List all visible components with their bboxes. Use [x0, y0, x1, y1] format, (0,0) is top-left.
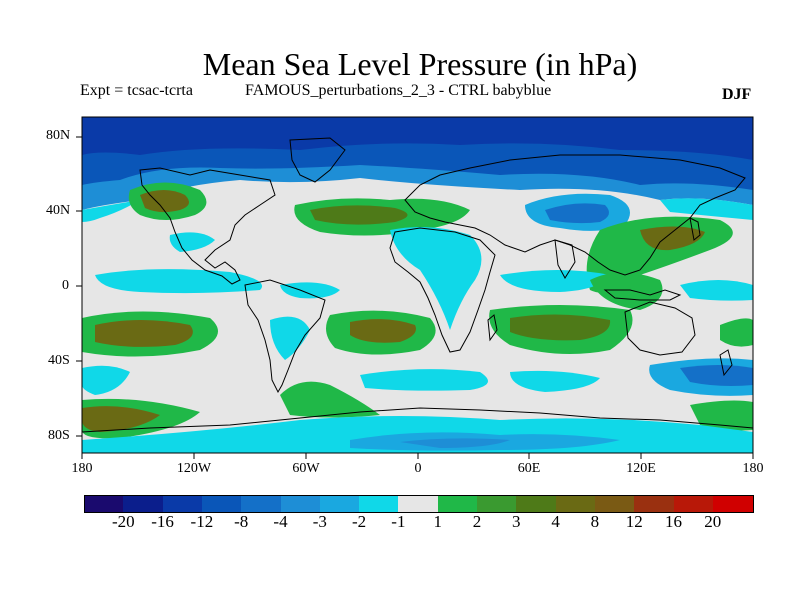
north-america-high-core: [140, 190, 189, 213]
south-pacific-green-core: [82, 406, 160, 432]
colorbar-label: -16: [151, 512, 174, 531]
colorbar-label: -1: [391, 512, 406, 531]
colorbar-label: 16: [665, 512, 682, 531]
lon-label-0: 0: [414, 461, 422, 476]
atlantic-cyan: [280, 282, 340, 299]
indian-ocean-high-core: [510, 314, 611, 341]
lon-label-180w: 180: [71, 461, 93, 476]
indonesia-outline: [603, 289, 682, 301]
colorbar-label: 2: [472, 512, 482, 531]
lat-label-80n: 80N: [46, 128, 71, 143]
south-america-outline: [244, 279, 326, 394]
lat-label-0: 0: [62, 278, 69, 293]
map-title: Mean Sea Level Pressure (in hPa): [202, 46, 638, 82]
colorbar-label: 4: [551, 512, 560, 531]
colorbar-label: -4: [273, 512, 288, 531]
north-pacific-cyan: [660, 198, 753, 220]
colorbar-swatch: [398, 495, 439, 513]
lon-label-60w: 60W: [292, 461, 320, 476]
colorbar-swatch: [555, 495, 596, 513]
lat-label-80s: 80S: [48, 428, 70, 443]
season-label: DJF: [722, 86, 752, 103]
east-pacific-cyan: [169, 232, 215, 252]
south-east-green-band: [690, 400, 753, 431]
colorbar-swatch: [241, 495, 281, 513]
antarctica-outline: [82, 407, 753, 433]
colorbar-swatch: [516, 495, 557, 513]
africa-outline: [389, 227, 496, 353]
south-pacific-blue-core: [680, 365, 753, 386]
colorbar-swatch: [634, 495, 674, 513]
colorbar-swatch: [201, 495, 242, 513]
colorbar-label: -20: [111, 512, 135, 531]
pacific-east-cyan: [680, 280, 753, 301]
colorbar-label: -8: [234, 512, 249, 531]
new-zealand-outline: [719, 349, 733, 377]
colorbar-swatch: [594, 495, 635, 513]
colorbar-swatch: [477, 495, 517, 513]
north-america-outline: [139, 167, 276, 285]
indian-green: [590, 272, 663, 310]
lon-label-120w: 120W: [176, 461, 212, 476]
colorbar-swatch: [319, 495, 360, 513]
coastlines: [82, 137, 753, 433]
colorbar-swatch: [84, 495, 125, 513]
north-atlantic-high-core: [310, 205, 408, 225]
greenland-outline: [289, 137, 346, 183]
south-east-pacific-green: [720, 318, 753, 347]
lat-label-40n: 40N: [46, 203, 71, 218]
arctic-blue-core: [82, 117, 753, 160]
lon-label-60e: 60E: [517, 461, 541, 476]
south-ocean-green: [280, 381, 380, 418]
colorbar-label: 1: [433, 512, 442, 531]
colorbar-swatch: [123, 495, 164, 513]
lon-label-180e: 180: [742, 461, 764, 476]
madagascar-outline: [487, 314, 498, 342]
arctic-light-fringe: [82, 200, 140, 222]
europe-asia-outline: [404, 154, 746, 276]
colorbar-label: 8: [590, 512, 600, 531]
south-ocean-cyan-3: [510, 370, 600, 392]
india-outline: [554, 239, 576, 279]
japan-outline: [689, 217, 701, 241]
south-ocean-cyan-2: [360, 369, 488, 391]
australia-outline: [624, 301, 696, 356]
lat-label-40s: 40S: [48, 353, 70, 368]
tropical-east-cyan-1: [390, 226, 482, 330]
south-ocean-cyan-1: [82, 365, 130, 395]
colorbar-swatch: [162, 495, 203, 513]
colorbar-swatch: [712, 495, 754, 513]
colorbar-label: 12: [625, 512, 643, 531]
colorbar-label: -12: [190, 512, 214, 531]
antarctic-blue-core: [400, 438, 510, 448]
lon-label-120e: 120E: [626, 461, 656, 476]
colorbar-swatch: [359, 495, 399, 513]
colorbar-label: 20: [704, 512, 722, 531]
colorbar-swatch: [437, 495, 478, 513]
axis-ticks: [76, 136, 754, 459]
indian-cyan: [500, 270, 610, 292]
west-pacific-high-core: [640, 226, 705, 251]
colorbar-label: -3: [312, 512, 327, 531]
experiment-label: Expt = tcsac-tcrta: [80, 82, 193, 99]
colorbar-swatch: [280, 495, 321, 513]
description-label: FAMOUS_perturbations_2_3 - CTRL babyblue: [245, 82, 552, 99]
south-atlantic-high-core: [350, 319, 416, 343]
south-america-cyan: [270, 316, 310, 360]
south-pacific-high-core: [95, 320, 193, 347]
colorbar-label: -2: [352, 512, 367, 531]
colorbar-label: 3: [512, 512, 521, 531]
pressure-field: [82, 117, 753, 453]
colorbar-swatch: [673, 495, 714, 513]
asia-blue-core: [545, 203, 609, 224]
